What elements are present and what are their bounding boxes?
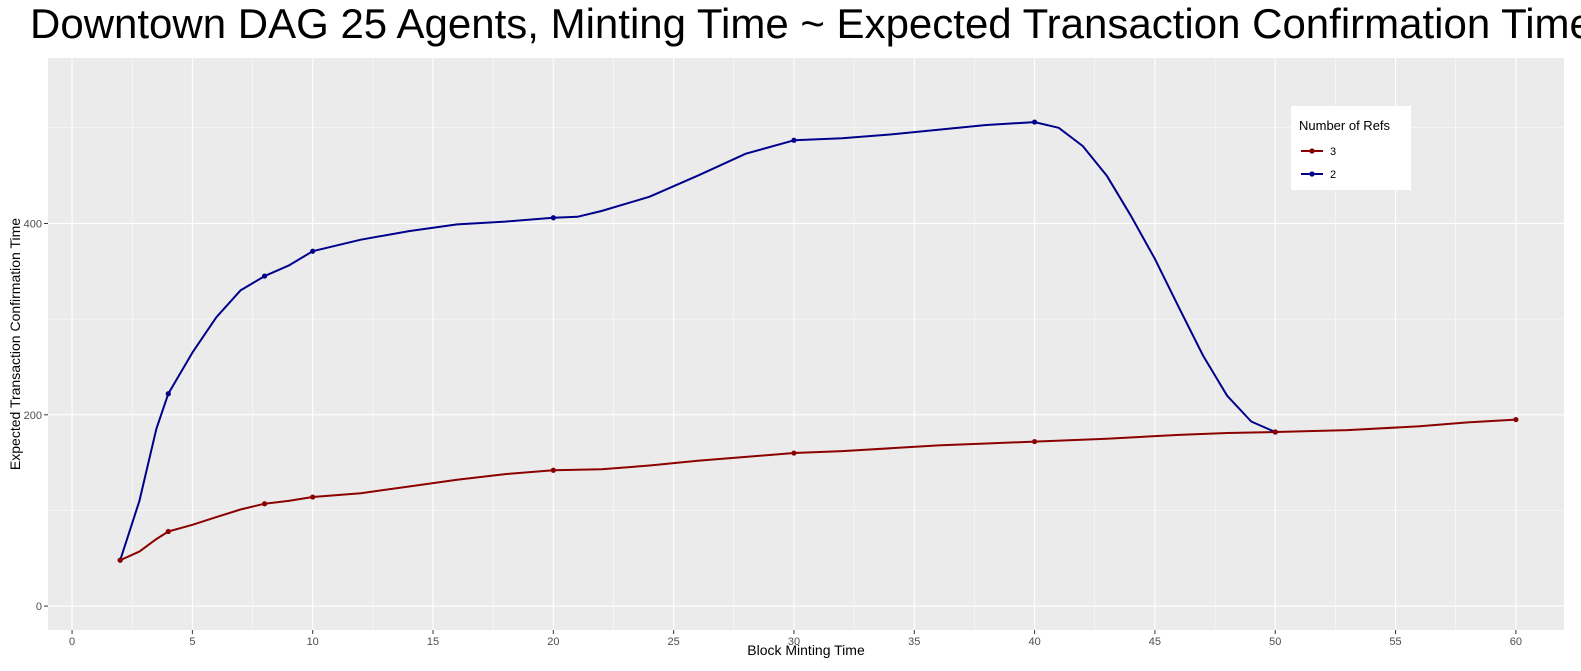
x-tick-label: 0 xyxy=(69,636,75,648)
x-axis-ticks: 0 5 10 15 20 25 30 35 40 45 50 55 60 xyxy=(69,630,1522,648)
y-tick-label: 400 xyxy=(24,218,42,230)
x-tick-label: 15 xyxy=(427,636,439,648)
y-tick-label: 200 xyxy=(24,410,42,422)
data-point-2 xyxy=(1032,119,1038,125)
data-point-3 xyxy=(1032,438,1038,445)
legend-items: 32 xyxy=(1301,146,1336,181)
data-point-2 xyxy=(550,215,556,221)
legend-label-2: 2 xyxy=(1330,169,1336,181)
x-tick-label: 25 xyxy=(668,636,680,648)
data-point-3 xyxy=(310,494,316,500)
legend-label-3: 3 xyxy=(1330,146,1336,158)
legend: Number of Refs 32 xyxy=(1291,106,1411,190)
legend-key-point-2 xyxy=(1309,171,1315,177)
y-axis-title: Expected Transaction Confirmation Time xyxy=(7,218,23,470)
series-line-2 xyxy=(119,121,1277,562)
data-point-2 xyxy=(310,248,316,254)
x-tick-label: 50 xyxy=(1269,636,1281,648)
legend-title: Number of Refs xyxy=(1299,118,1391,133)
y-tick-label: 0 xyxy=(36,601,42,613)
x-tick-label: 55 xyxy=(1389,636,1401,648)
x-tick-label: 60 xyxy=(1510,636,1522,648)
series-layer xyxy=(119,121,1517,562)
legend-key-point-3 xyxy=(1309,148,1315,154)
x-tick-label: 30 xyxy=(788,636,800,648)
x-tick-label: 20 xyxy=(547,636,559,648)
data-point-3 xyxy=(550,467,556,473)
data-point-2 xyxy=(165,391,171,397)
data-point-3 xyxy=(165,528,171,535)
x-tick-label: 35 xyxy=(908,636,920,648)
series-line-3 xyxy=(119,418,1517,562)
major-gridlines xyxy=(48,58,1564,630)
y-axis-ticks: 0 200 400 xyxy=(24,218,48,613)
data-point-3 xyxy=(117,557,123,563)
chart-title: Downtown DAG 25 Agents, Minting Time ~ E… xyxy=(30,0,1581,47)
data-point-3 xyxy=(1272,429,1278,435)
data-point-3 xyxy=(1513,416,1519,423)
data-point-2 xyxy=(261,273,268,279)
x-tick-label: 5 xyxy=(189,636,195,648)
x-tick-label: 10 xyxy=(307,636,319,648)
data-point-2 xyxy=(791,137,797,143)
data-point-3 xyxy=(261,501,268,507)
x-tick-label: 40 xyxy=(1028,636,1040,648)
x-tick-label: 45 xyxy=(1149,636,1161,648)
x-axis-title: Block Minting Time xyxy=(747,642,865,658)
data-point-3 xyxy=(791,450,797,456)
points-layer xyxy=(117,119,1519,563)
minor-gridlines xyxy=(48,58,1564,630)
